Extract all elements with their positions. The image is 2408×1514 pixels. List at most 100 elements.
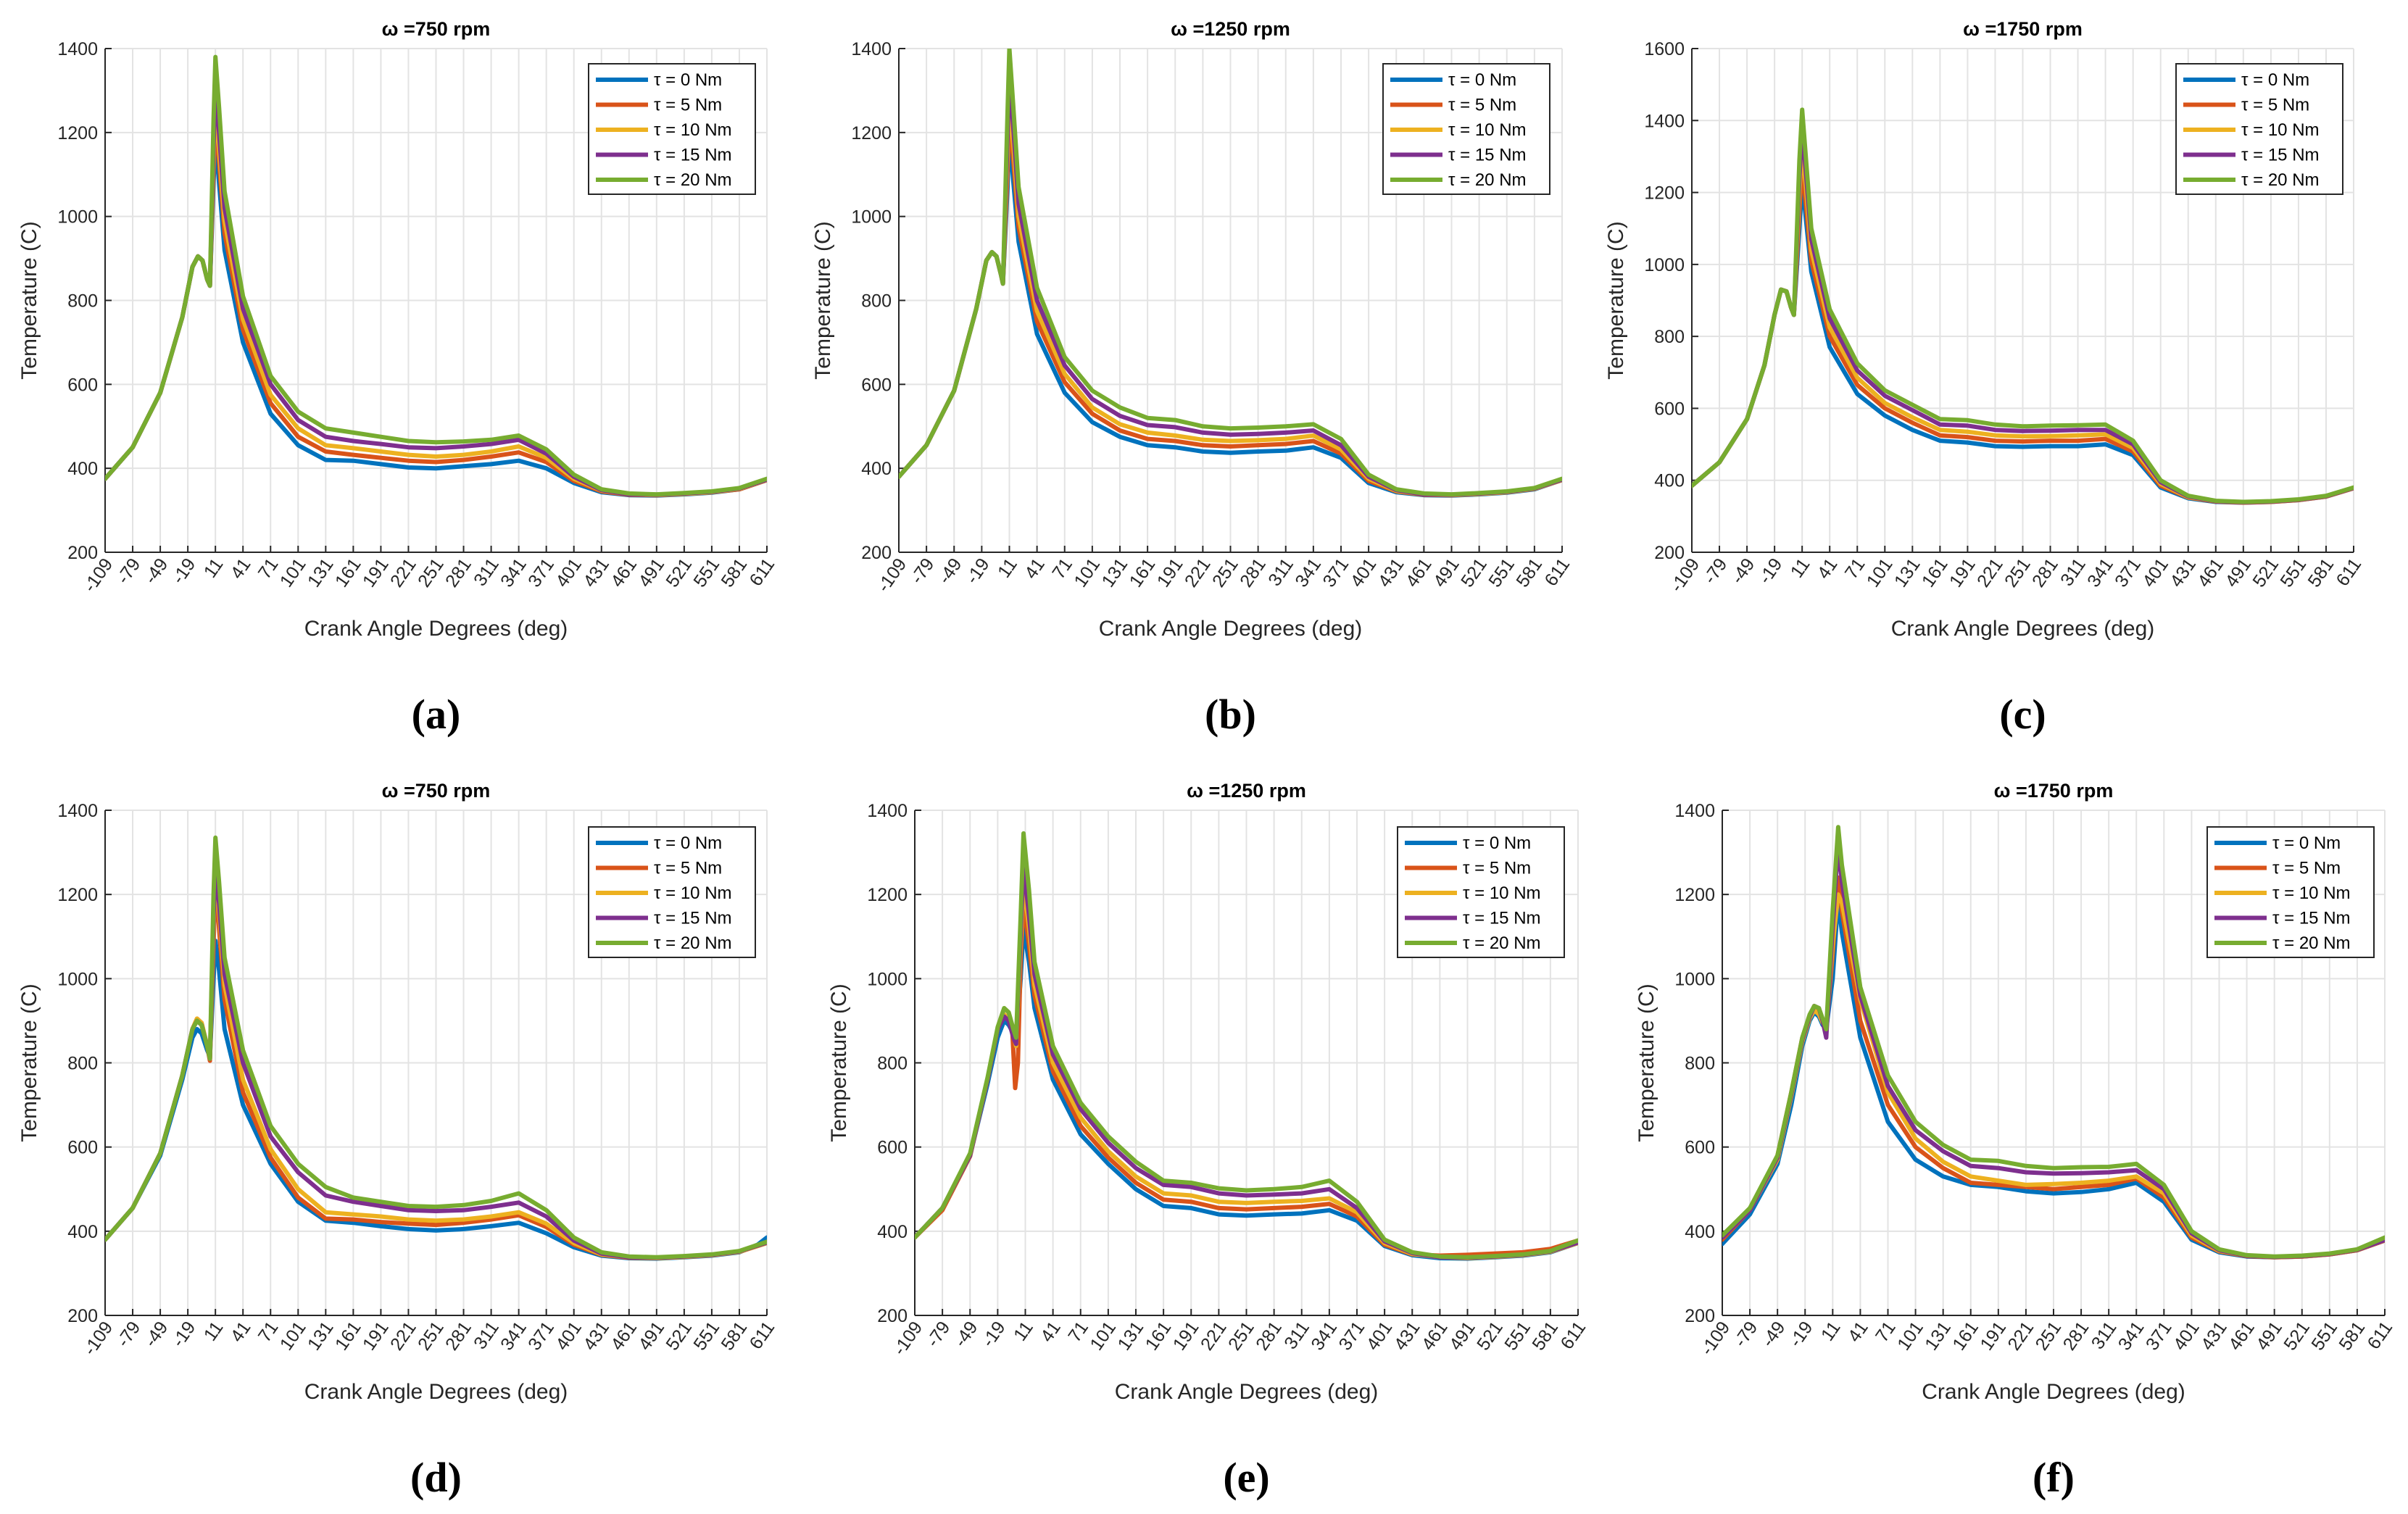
x-axis-label: Crank Angle Degrees (deg): [304, 617, 568, 641]
x-tick-label: 431: [2197, 1318, 2231, 1354]
y-tick-label: 200: [1685, 1306, 1715, 1326]
legend-box: [1397, 826, 1565, 958]
chart-title: ω =750 rpm: [382, 18, 491, 40]
y-tick-label: 800: [1654, 327, 1685, 347]
series-line-20nm: [105, 835, 767, 1260]
legend-entry: τ = 20 Nm: [2272, 933, 2351, 953]
x-tick-label: 311: [1280, 1318, 1313, 1353]
y-tick-label: 400: [67, 1222, 98, 1242]
y-tick-label: 200: [877, 1306, 908, 1326]
legend-entry: τ = 5 Nm: [2272, 859, 2341, 878]
y-tick-label: 1400: [851, 39, 892, 59]
panel-caption: (d): [410, 1454, 462, 1501]
x-tick-label: 251: [2031, 1318, 2065, 1354]
x-tick-label: 611: [2364, 1318, 2397, 1353]
legend-entry: τ = 0 Nm: [654, 833, 722, 853]
y-tick-label: 800: [67, 291, 98, 312]
x-tick-label: 281: [2028, 554, 2062, 591]
x-tick-label: 131: [304, 554, 338, 591]
x-tick-label: 101: [1863, 554, 1897, 591]
legend-entry: τ = 15 Nm: [2241, 146, 2320, 165]
x-tick-label: 11: [200, 554, 228, 581]
x-tick-label: 491: [2252, 1318, 2286, 1354]
x-tick-label: 581: [717, 1318, 751, 1354]
y-tick-label: 1200: [851, 123, 892, 144]
x-tick-label: 311: [2056, 554, 2090, 590]
y-tick-label: 600: [861, 375, 892, 395]
x-tick-label: 551: [2307, 1318, 2341, 1354]
x-tick-label: 431: [579, 1318, 613, 1354]
x-tick-label: 251: [1224, 1318, 1258, 1354]
x-tick-label: 41: [1037, 1318, 1065, 1346]
y-tick-label: 1400: [1644, 111, 1685, 131]
x-tick-label: -79: [907, 554, 939, 588]
legend-entry: τ = 5 Nm: [654, 859, 722, 878]
x-tick-label: -19: [168, 554, 200, 588]
x-tick-label: 161: [1918, 554, 1952, 591]
x-tick-label: 221: [2004, 1318, 2038, 1354]
x-tick-label: -19: [978, 1318, 1010, 1351]
x-tick-label: 581: [2304, 554, 2338, 591]
x-tick-label: 341: [1291, 554, 1325, 591]
legend-entry: τ = 15 Nm: [1463, 909, 1541, 928]
legend-entry: τ = 0 Nm: [2241, 70, 2309, 90]
x-tick-label: 41: [1814, 554, 1842, 583]
x-tick-label: 611: [746, 554, 779, 590]
x-tick-label: 461: [1418, 1318, 1452, 1354]
x-tick-label: 581: [1512, 554, 1546, 591]
x-tick-label: 521: [1473, 1318, 1507, 1354]
x-tick-label: 551: [2276, 554, 2310, 591]
x-tick-label: 161: [331, 1318, 365, 1354]
x-tick-label: 191: [1946, 554, 1980, 591]
legend-entry: τ = 0 Nm: [1448, 70, 1516, 90]
legend-entry: τ = 15 Nm: [654, 909, 732, 928]
x-axis-label: Crank Angle Degrees (deg): [304, 1380, 568, 1404]
x-tick-label: -79: [113, 554, 145, 588]
y-axis-label: Temperature (C): [827, 983, 851, 1141]
x-tick-label: 341: [1307, 1318, 1341, 1354]
y-axis-label: Temperature (C): [1604, 221, 1628, 379]
x-tick-label: 11: [200, 1318, 228, 1344]
x-tick-label: 431: [2166, 554, 2200, 591]
x-tick-label: -49: [141, 1318, 173, 1351]
legend-entry: τ = 5 Nm: [2241, 96, 2309, 115]
x-tick-label: -49: [141, 554, 173, 588]
legend-entry: τ = 10 Nm: [654, 120, 732, 140]
y-tick-label: 600: [1685, 1138, 1715, 1158]
x-tick-label: 311: [470, 554, 503, 590]
x-tick-label: 191: [359, 554, 393, 591]
x-tick-label: 611: [1557, 1318, 1590, 1353]
y-tick-label: 1400: [57, 39, 98, 59]
x-tick-label: 371: [2111, 554, 2145, 591]
x-tick-label: 161: [331, 554, 365, 591]
x-tick-label: 371: [524, 554, 558, 591]
x-tick-label: 551: [689, 554, 723, 591]
x-tick-label: 251: [2001, 554, 2035, 591]
y-axis-label: Temperature (C): [811, 221, 835, 379]
legend-entry: τ = 20 Nm: [654, 933, 732, 953]
y-tick-label: 400: [1685, 1222, 1715, 1242]
x-tick-label: 551: [1485, 554, 1519, 591]
panel-caption: (b): [1205, 691, 1256, 738]
y-tick-label: 400: [877, 1222, 908, 1242]
y-tick-label: 400: [861, 459, 892, 479]
x-tick-label: -19: [962, 554, 994, 588]
x-axis-label: Crank Angle Degrees (deg): [1922, 1380, 2185, 1404]
x-tick-label: 341: [2083, 554, 2117, 591]
x-tick-label: 371: [1319, 554, 1353, 591]
x-tick-label: 131: [1097, 554, 1132, 591]
legend-entry: τ = 10 Nm: [2241, 120, 2320, 140]
x-tick-label: 221: [1181, 554, 1215, 591]
x-tick-label: -79: [1730, 1318, 1762, 1351]
y-axis-label: Temperature (C): [1635, 983, 1658, 1141]
x-tick-label: 221: [1973, 554, 2007, 591]
legend-entry: τ = 5 Nm: [1448, 96, 1516, 115]
legend-entry: τ = 10 Nm: [1448, 120, 1527, 140]
x-tick-label: 251: [414, 554, 448, 591]
legend-entry: τ = 20 Nm: [1448, 170, 1527, 190]
y-tick-label: 800: [67, 1054, 98, 1074]
y-tick-label: 600: [1654, 399, 1685, 419]
y-tick-label: 800: [861, 291, 892, 312]
x-axis-label: Crank Angle Degrees (deg): [1891, 617, 2155, 641]
x-tick-label: 401: [552, 554, 586, 591]
